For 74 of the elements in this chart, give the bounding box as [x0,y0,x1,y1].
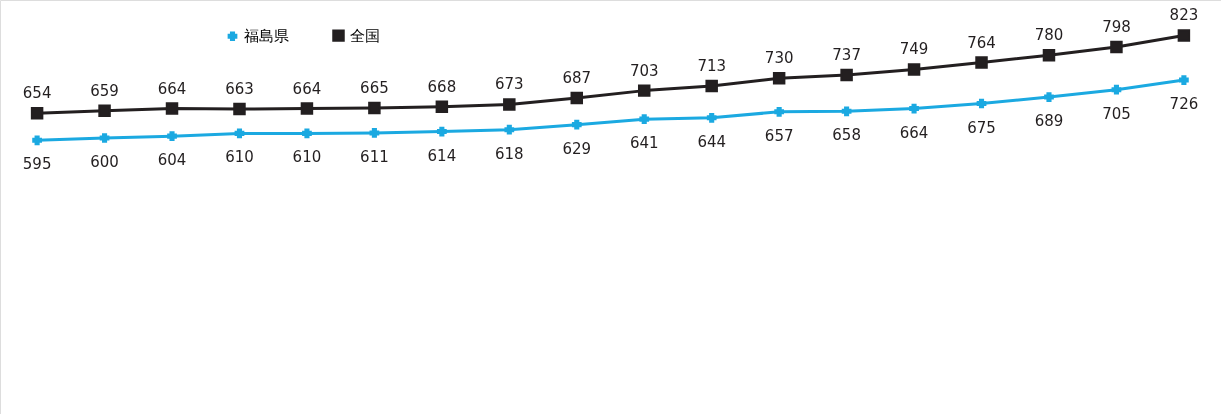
point [98,104,111,118]
data-label: 595 [22,155,52,174]
data-label: 705 [1102,104,1131,123]
point [368,101,381,115]
data-label: 618 [494,144,524,163]
point [774,106,785,117]
point [975,56,988,69]
point [302,128,312,139]
point [909,103,919,114]
data-label: 657 [764,126,794,145]
data-label: 600 [90,153,119,171]
data-label: 703 [629,61,659,80]
point [841,106,852,117]
data-label: 675 [967,118,996,137]
point [435,100,449,113]
point [1177,29,1191,42]
data-label: 689 [1034,112,1064,131]
data-label: 664 [157,79,187,98]
data-label: 665 [360,79,389,98]
data-label: 730 [764,49,794,68]
data-label: 713 [697,57,727,76]
data-label: 687 [562,68,592,87]
point [1179,75,1189,85]
data-label: 604 [157,151,187,170]
point [706,112,717,123]
point [233,102,246,116]
data-label: 798 [1102,17,1131,36]
point [637,84,651,97]
data-label: 737 [832,45,861,64]
point [907,63,921,76]
point [436,126,447,137]
point [504,124,515,135]
point [369,128,380,138]
legend-label: 全国 [350,26,380,45]
point [300,102,314,115]
data-label: 611 [360,147,389,166]
data-label: 664 [292,79,322,98]
legend-label: 福島県 [244,27,289,46]
data-label: 610 [292,148,322,167]
data-label: 644 [697,132,727,151]
point [1044,92,1054,102]
point [1111,84,1122,95]
data-label: 658 [832,126,861,145]
data-label: 749 [899,40,929,59]
point [99,133,110,143]
data-label: 764 [967,33,996,52]
data-label: 659 [90,81,119,100]
data-label: 641 [629,134,659,153]
point [503,98,516,111]
point [165,102,179,115]
point [167,131,177,142]
point [772,71,786,85]
data-label: 668 [427,77,457,96]
point [234,128,245,139]
point [976,98,987,109]
point [1110,40,1123,54]
point [30,106,44,120]
data-label: 780 [1034,26,1064,45]
point [32,135,42,146]
data-label: 663 [225,80,254,99]
data-label: 610 [225,148,254,167]
data-label: 629 [562,139,592,158]
data-label: 726 [1169,95,1199,114]
point [1042,48,1056,62]
data-label: 673 [494,75,524,94]
point [840,68,853,82]
point [705,79,718,93]
data-label: 664 [899,123,929,142]
point [570,91,584,105]
data-label: 654 [22,84,52,103]
data-label: 614 [427,146,457,165]
point [571,119,582,130]
point [639,114,650,125]
data-label: 823 [1169,6,1199,25]
